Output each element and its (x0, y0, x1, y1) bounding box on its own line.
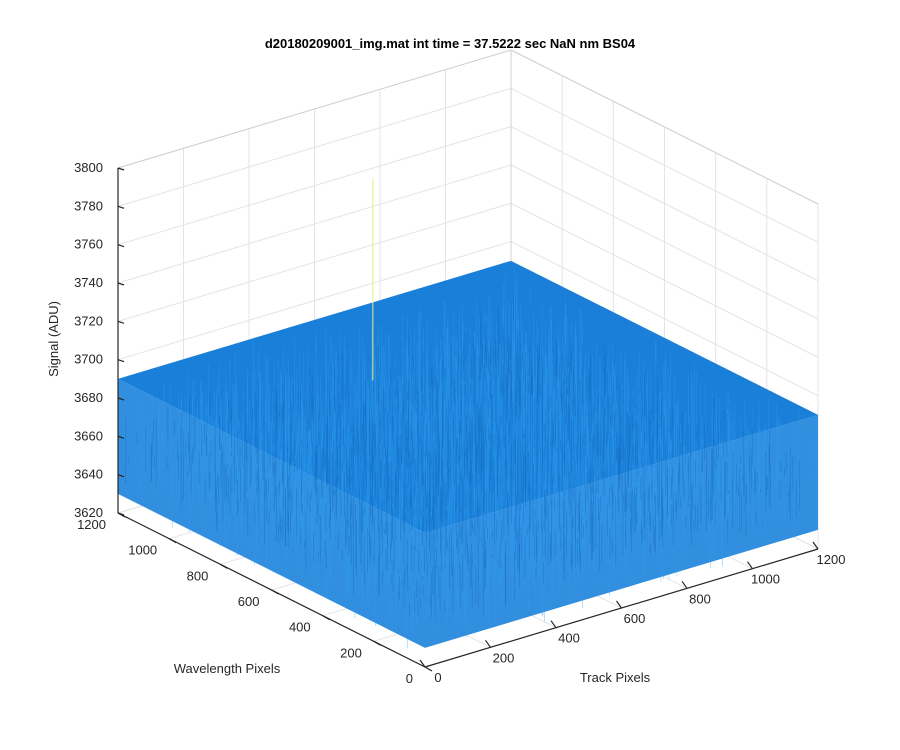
z-tick-label: 3740 (74, 275, 103, 290)
y-tick-label: 800 (187, 568, 209, 583)
grid-line (117, 164, 512, 284)
x-tick (419, 659, 426, 668)
z-tick-label: 3780 (74, 198, 103, 213)
grid-line (117, 87, 512, 207)
y-tick-label: 600 (238, 594, 260, 609)
y-tick-label: 200 (340, 645, 362, 660)
grid-line (510, 126, 819, 282)
z-tick (117, 244, 125, 248)
noise-strokes-dark (125, 301, 800, 618)
x-tick-label: 800 (689, 591, 711, 606)
y-tick-label: 1000 (128, 543, 157, 558)
x-tick (747, 561, 753, 570)
z-tick (117, 167, 125, 171)
x-tick-label: 0 (434, 670, 441, 685)
y-tick (220, 563, 228, 569)
z-axis-label: Signal (ADU) (46, 301, 61, 377)
z-tick (117, 359, 125, 363)
x-axis-label: Track Pixels (580, 670, 651, 685)
z-tick-label: 3800 (74, 160, 103, 175)
z-tick (117, 397, 125, 401)
y-axis-label: Wavelength Pixels (174, 661, 281, 676)
z-tick-label: 3620 (74, 505, 103, 520)
surface-layer (118, 179, 818, 649)
z-tick-label: 3760 (74, 237, 103, 252)
grid-line (510, 164, 819, 320)
surface-side (118, 378, 818, 648)
y-tick (373, 640, 382, 646)
z-tick (117, 512, 125, 516)
y-tick (168, 538, 177, 544)
z-tick-label: 3680 (74, 390, 103, 405)
z-tick-label: 3660 (74, 428, 103, 443)
x-tick (616, 600, 622, 609)
y-tick-label: 0 (406, 671, 413, 686)
z-tick-label: 3640 (74, 467, 103, 482)
y-tick-label: 400 (289, 620, 311, 635)
y-tick (424, 666, 433, 672)
surface-noise (124, 269, 814, 649)
noise-strokes (124, 269, 814, 649)
x-tick (681, 580, 688, 589)
grid-line (117, 241, 512, 361)
z-tick-label: 3700 (74, 352, 103, 367)
y-tick-label: 1200 (77, 517, 106, 532)
x-tick (550, 620, 557, 629)
z-tick-label: 3720 (74, 313, 103, 328)
box-edge (510, 49, 819, 205)
grid-line (117, 126, 512, 246)
z-tick (117, 205, 125, 209)
x-tick-label: 200 (493, 650, 515, 665)
x-tick (485, 639, 491, 648)
z-tick (117, 435, 125, 439)
chart-title: d20180209001_img.mat int time = 37.5222 … (265, 36, 636, 51)
box-edge (117, 49, 512, 169)
grid-line (510, 241, 819, 397)
grid-line (510, 202, 819, 358)
x-tick-label: 1000 (751, 572, 780, 587)
z-tick (117, 474, 125, 478)
grid-line (510, 87, 819, 243)
x-tick (812, 541, 819, 550)
axes-layer: 0 200 400 600 800 1000 1200 0 200 400 600 800 1000 12… (74, 160, 845, 686)
x-tick-label: 1200 (817, 552, 846, 567)
y-tick (271, 589, 279, 595)
grid-line (117, 202, 512, 322)
z-tick (117, 320, 125, 324)
z-tick (117, 282, 125, 286)
x-tick-label: 400 (558, 631, 580, 646)
x-tick-label: 600 (624, 611, 646, 626)
y-tick (322, 615, 330, 621)
